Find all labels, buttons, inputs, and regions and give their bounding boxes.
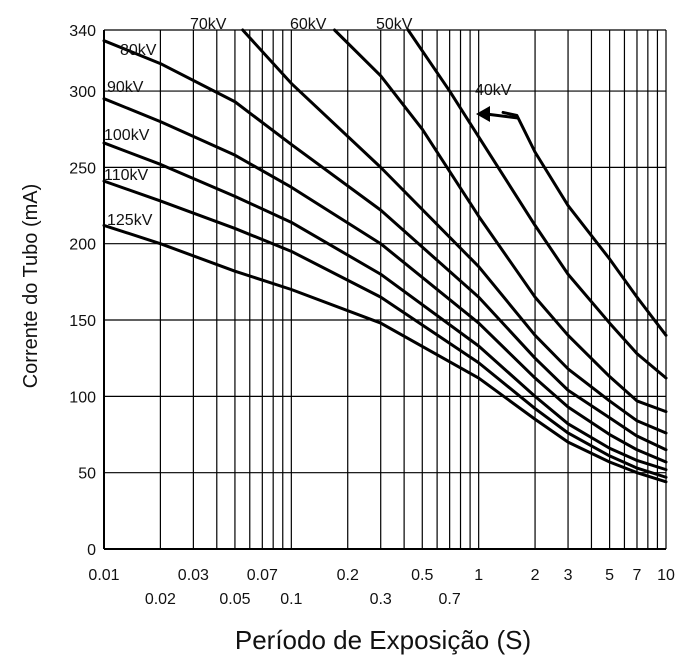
x-axis-label: Período de Exposição (S) <box>235 625 531 655</box>
x-tick-label: 5 <box>605 567 614 584</box>
y-tick-label: 250 <box>69 160 96 177</box>
y-tick-label: 0 <box>87 542 96 559</box>
curve-label-110kv: 110kV <box>104 167 149 184</box>
y-tick-label: 200 <box>69 237 96 254</box>
y-tick-label: 300 <box>69 84 96 101</box>
curve-60kv <box>333 28 668 414</box>
curve-label-40kv: 40kV <box>475 82 512 99</box>
curve-40kv <box>501 110 668 337</box>
curve-label-90kv: 90kV <box>107 79 144 96</box>
curve-label-80kv: 80kV <box>120 42 157 59</box>
x-tick-label: 0.02 <box>145 591 176 608</box>
x-tick-label: 0.3 <box>370 591 392 608</box>
y-axis-label: Corrente do Tubo (mA) <box>20 184 42 389</box>
x-tick-label: 2 <box>531 567 540 584</box>
x-tick-label: 0.7 <box>439 591 461 608</box>
y-tick-label: 340 <box>69 23 96 40</box>
curve-110kv <box>102 179 668 479</box>
curve-70kv <box>241 28 668 435</box>
curve-90kv <box>102 97 668 464</box>
curve-label-70kv: 70kV <box>190 16 227 33</box>
y-tick-label: 150 <box>69 313 96 330</box>
curves <box>102 28 668 484</box>
curve-50kv <box>406 28 668 380</box>
arrow-40kv <box>485 112 519 120</box>
tick-labels: 0 50 100 150 200 250 300 340 0.01 0.03 0.07 0.2 0.5 1… <box>69 23 675 608</box>
x-tick-label: 0.2 <box>337 567 359 584</box>
x-tick-label: 7 <box>633 567 642 584</box>
curve-label-100kv: 100kV <box>104 127 150 144</box>
y-tick-label: 50 <box>78 466 96 483</box>
x-tick-label: 0.5 <box>411 567 433 584</box>
arrow-head-40kv <box>476 106 490 122</box>
curve-labels: 125kV 110kV 100kV 90kV 80kV 70kV 60kV 50kV 40kV <box>104 16 519 229</box>
curve-125kv <box>102 223 668 484</box>
x-tick-label: 0.05 <box>219 591 250 608</box>
curve-label-50kv: 50kV <box>376 16 413 33</box>
y-tick-label: 100 <box>69 389 96 406</box>
x-tick-label: 0.01 <box>88 567 119 584</box>
x-tick-label: 0.03 <box>178 567 209 584</box>
curve-80kv <box>102 39 668 452</box>
curve-label-60kv: 60kV <box>290 16 327 33</box>
curve-label-125kv: 125kV <box>107 212 153 229</box>
x-tick-label: 3 <box>564 567 573 584</box>
curve-100kv <box>102 141 668 472</box>
x-tick-label: 1 <box>474 567 483 584</box>
x-tick-label: 0.07 <box>247 567 278 584</box>
x-tick-label: 10 <box>657 567 675 584</box>
x-tick-label: 0.1 <box>280 591 302 608</box>
